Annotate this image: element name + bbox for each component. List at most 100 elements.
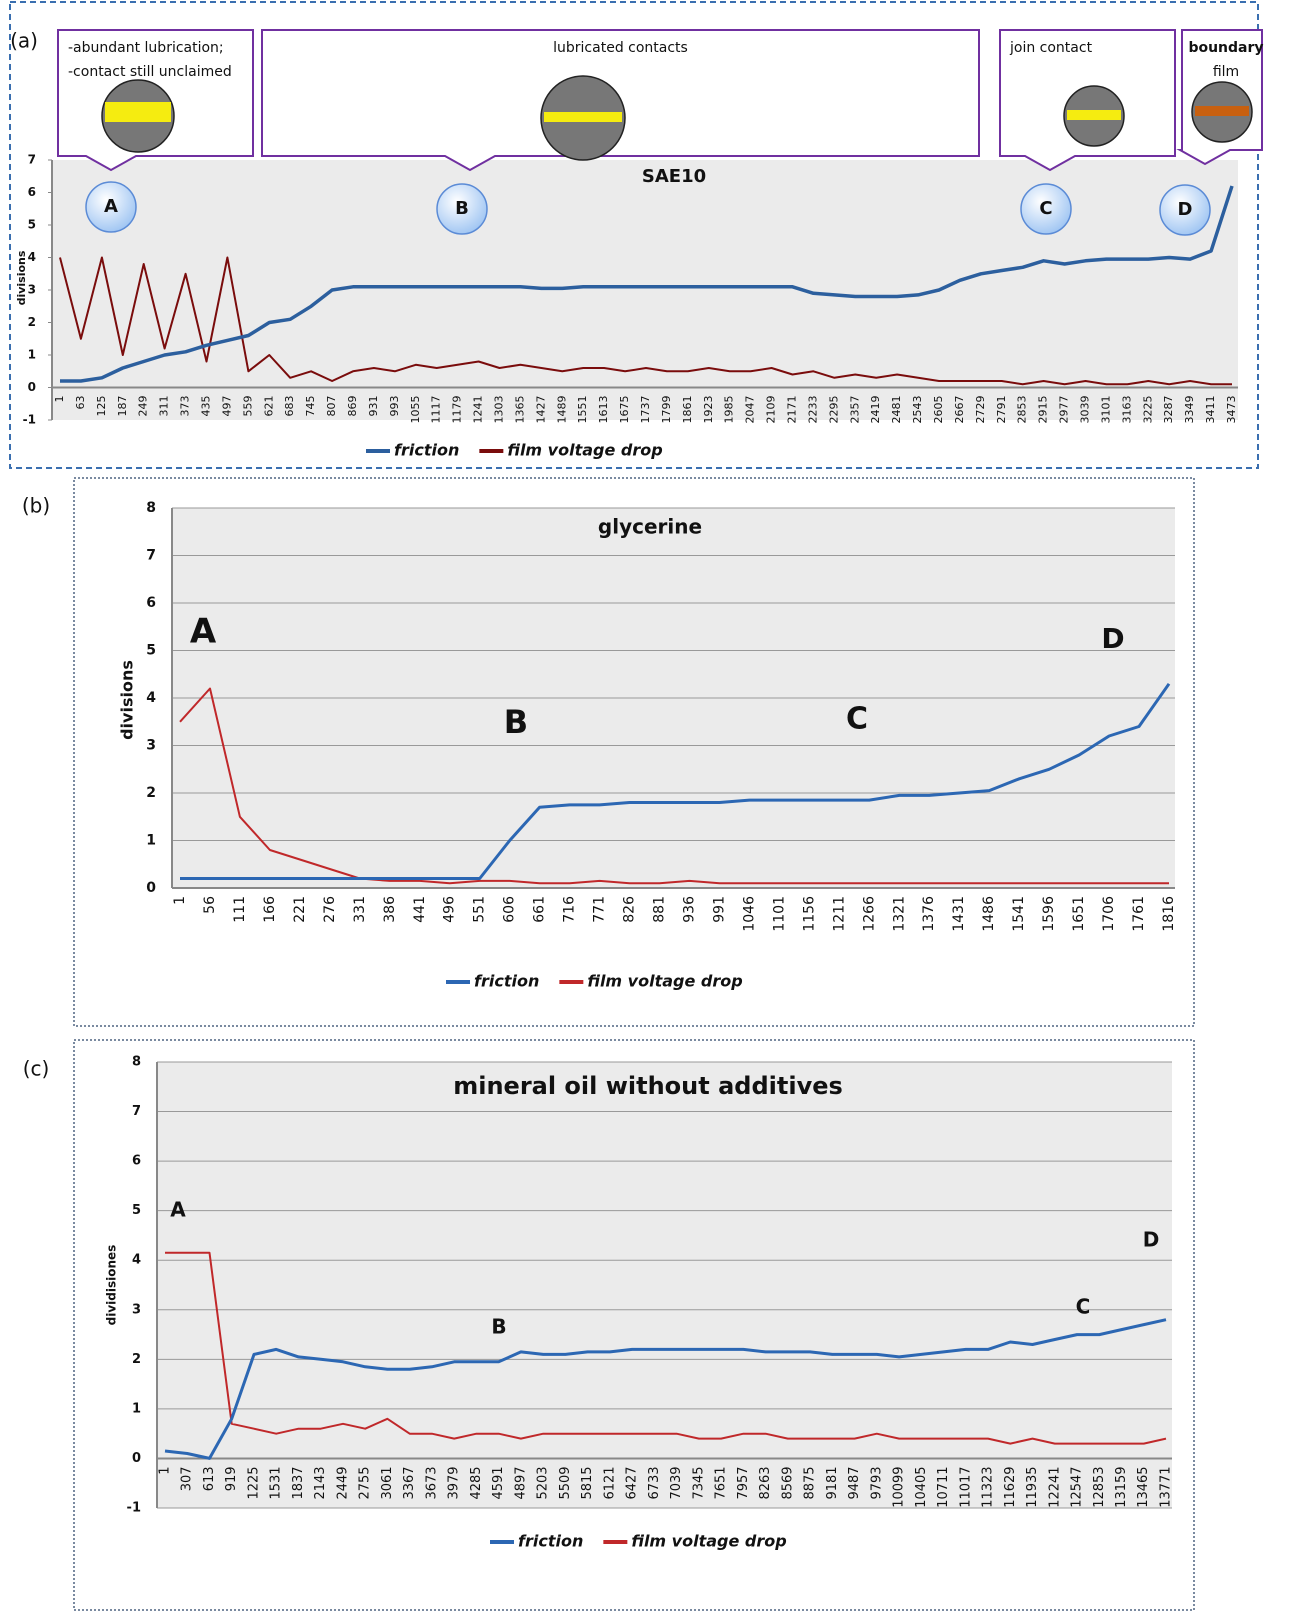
x-tick-label: 63 xyxy=(74,396,87,410)
x-tick-label: 1596 xyxy=(1041,896,1057,932)
callout-text: lubricated contacts xyxy=(553,40,688,56)
panel-border xyxy=(73,477,1195,1027)
x-tick-label: 1985 xyxy=(723,396,736,424)
y-tick-label: 5 xyxy=(28,218,36,232)
x-tick-label: 12853 xyxy=(1092,1466,1107,1507)
x-tick-label: 1706 xyxy=(1101,896,1117,932)
x-tick-label: 13465 xyxy=(1136,1466,1151,1507)
y-tick-label: 7 xyxy=(132,1104,141,1119)
panel-border xyxy=(9,1,1259,469)
x-tick-label: 12547 xyxy=(1070,1466,1085,1507)
x-tick-label: 3225 xyxy=(1141,396,1154,424)
x-tick-label: 2481 xyxy=(890,396,903,424)
y-tick-label: 2 xyxy=(146,785,156,801)
x-tick-label: 826 xyxy=(622,896,638,923)
x-tick-label: 2853 xyxy=(1016,396,1029,424)
x-tick-label: 1531 xyxy=(269,1466,284,1499)
legend-label: film voltage drop xyxy=(507,441,662,460)
annotation: D xyxy=(1143,1228,1160,1252)
x-tick-label: 931 xyxy=(367,396,380,417)
x-tick-label: 936 xyxy=(681,896,697,923)
x-tick-label: 5203 xyxy=(536,1466,551,1499)
x-tick-label: 6121 xyxy=(602,1466,617,1499)
x-tick-label: 276 xyxy=(322,896,338,923)
x-tick-label: 1241 xyxy=(472,396,485,424)
x-tick-label: 2729 xyxy=(974,396,987,424)
x-tick-label: 2755 xyxy=(358,1466,373,1499)
x-tick-label: 11629 xyxy=(1003,1466,1018,1507)
x-tick-label: 606 xyxy=(502,896,518,923)
y-tick-label: 6 xyxy=(146,595,156,611)
x-tick-label: 166 xyxy=(262,896,278,923)
x-tick-label: 5509 xyxy=(558,1466,573,1499)
annotation: C xyxy=(1039,198,1052,219)
y-tick-label: 1 xyxy=(132,1401,141,1416)
legend-label: friction xyxy=(474,972,539,991)
x-tick-label: 12241 xyxy=(1047,1466,1062,1507)
x-tick-label: 2233 xyxy=(806,396,819,424)
x-tick-label: 683 xyxy=(283,396,296,417)
panel-label: (a) xyxy=(10,29,38,53)
x-tick-label: 8875 xyxy=(803,1466,818,1499)
panel-border xyxy=(73,1039,1195,1611)
x-tick-label: 10405 xyxy=(914,1466,929,1507)
x-tick-label: 2605 xyxy=(932,396,945,424)
x-tick-label: 1303 xyxy=(493,396,506,424)
y-tick-label: 8 xyxy=(132,1055,141,1070)
y-tick-label: 3 xyxy=(146,738,156,754)
callout-text: join contact xyxy=(1009,40,1093,56)
x-tick-label: 7651 xyxy=(714,1466,729,1499)
y-axis-label: divisions xyxy=(15,250,28,305)
x-tick-label: 3411 xyxy=(1204,396,1217,424)
x-tick-label: 1179 xyxy=(451,396,464,424)
y-tick-label: 5 xyxy=(132,1203,141,1218)
x-tick-label: 307 xyxy=(180,1466,195,1491)
x-tick-label: 435 xyxy=(200,396,213,417)
x-tick-label: 8263 xyxy=(758,1466,773,1499)
legend-label: friction xyxy=(394,441,459,460)
y-tick-label: 4 xyxy=(146,690,156,706)
x-tick-label: 496 xyxy=(442,896,458,923)
annotation: B xyxy=(455,198,469,219)
annotation: B xyxy=(504,703,528,741)
y-axis-label: divisions xyxy=(118,660,137,740)
x-tick-label: 9487 xyxy=(847,1466,862,1499)
y-tick-label: 8 xyxy=(146,500,156,516)
annotation: C xyxy=(846,702,868,737)
y-tick-label: 7 xyxy=(28,153,36,167)
x-tick-label: 6733 xyxy=(647,1466,662,1499)
x-tick-label: 373 xyxy=(179,396,192,417)
series-line xyxy=(59,256,1232,386)
x-tick-label: 3101 xyxy=(1099,396,1112,424)
x-tick-label: 1431 xyxy=(951,896,967,932)
chart-title: SAE10 xyxy=(642,166,706,187)
x-tick-label: 1489 xyxy=(555,396,568,424)
x-tick-label: 3287 xyxy=(1162,396,1175,424)
legend-label: film voltage drop xyxy=(587,972,742,991)
x-tick-label: 6427 xyxy=(625,1466,640,1499)
contact-film xyxy=(105,102,171,122)
y-tick-label: -1 xyxy=(127,1501,141,1516)
x-tick-label: 3673 xyxy=(424,1466,439,1499)
x-tick-label: 221 xyxy=(292,896,308,923)
y-tick-label: -1 xyxy=(23,413,36,427)
y-tick-label: 0 xyxy=(28,380,36,394)
annotation: B xyxy=(491,1315,506,1339)
x-tick-label: 13771 xyxy=(1159,1466,1174,1507)
x-tick-label: 1761 xyxy=(1131,896,1147,932)
y-tick-label: 1 xyxy=(28,348,36,362)
x-tick-label: 1541 xyxy=(1011,896,1027,932)
x-tick-label: 2143 xyxy=(313,1466,328,1499)
y-axis-label: dividisiones xyxy=(105,1245,119,1326)
series-line xyxy=(60,185,1234,383)
x-tick-label: 4591 xyxy=(491,1466,506,1499)
x-tick-label: 111 xyxy=(232,896,248,923)
x-tick-label: 2543 xyxy=(911,396,924,424)
x-tick-label: 2449 xyxy=(335,1466,350,1499)
x-tick-label: 1156 xyxy=(801,896,817,932)
x-tick-label: 3163 xyxy=(1120,396,1133,424)
x-tick-label: 11935 xyxy=(1025,1466,1040,1507)
annotation: D xyxy=(1178,199,1193,220)
x-tick-label: 4285 xyxy=(469,1466,484,1499)
